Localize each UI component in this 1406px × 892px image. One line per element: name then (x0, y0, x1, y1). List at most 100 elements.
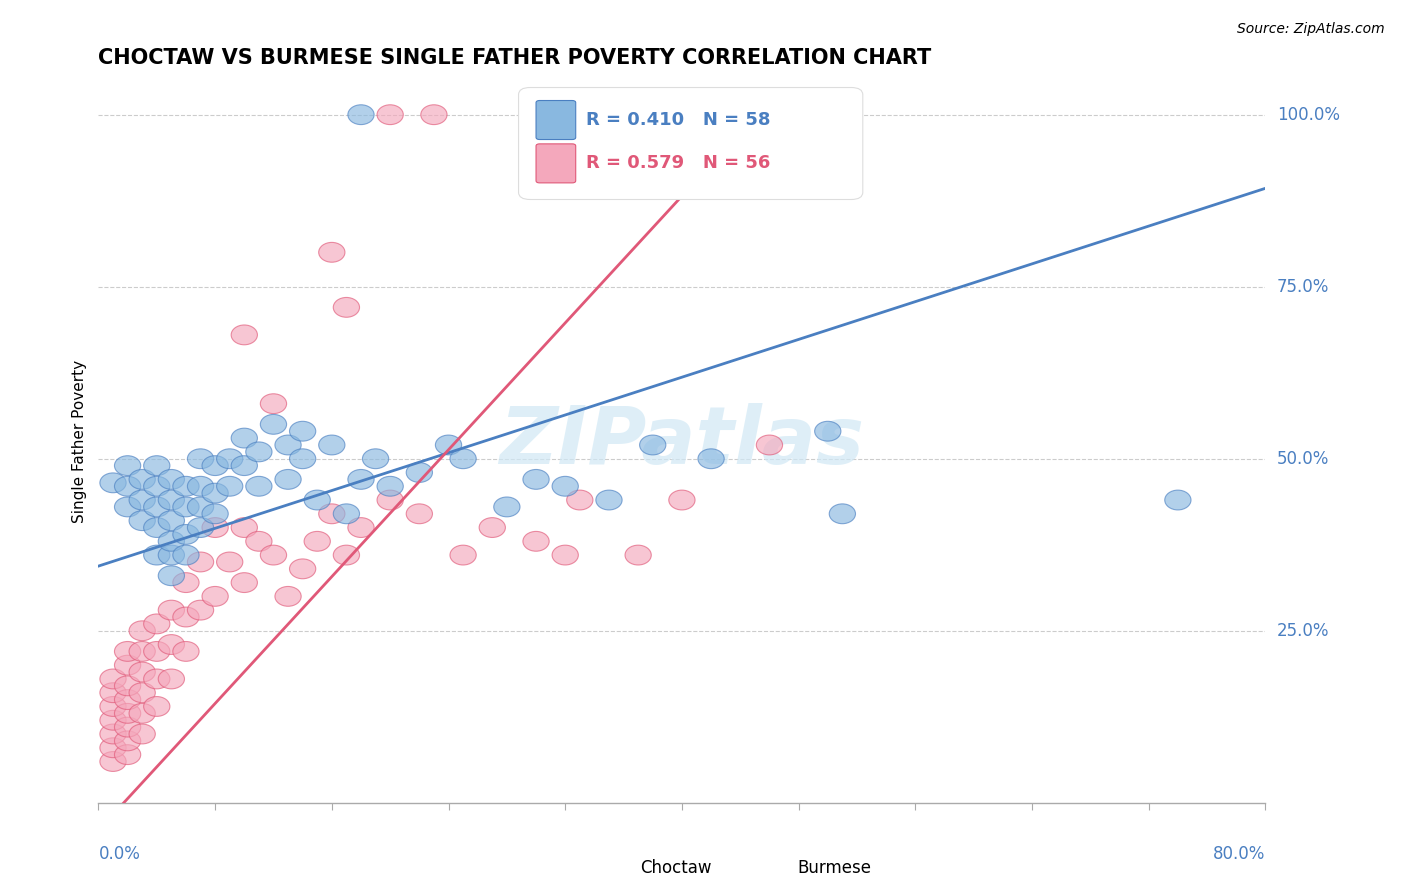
Ellipse shape (114, 476, 141, 496)
Ellipse shape (187, 449, 214, 468)
FancyBboxPatch shape (742, 850, 787, 885)
Ellipse shape (290, 559, 316, 579)
Ellipse shape (304, 532, 330, 551)
Ellipse shape (626, 545, 651, 565)
Ellipse shape (276, 586, 301, 607)
Ellipse shape (537, 104, 564, 125)
Ellipse shape (114, 704, 141, 723)
Ellipse shape (129, 724, 155, 744)
Ellipse shape (173, 607, 200, 627)
Text: 50.0%: 50.0% (1277, 450, 1330, 467)
Ellipse shape (231, 428, 257, 448)
Ellipse shape (260, 545, 287, 565)
Ellipse shape (129, 511, 155, 531)
Ellipse shape (100, 669, 127, 689)
Ellipse shape (640, 104, 666, 125)
Ellipse shape (377, 490, 404, 510)
Ellipse shape (143, 476, 170, 496)
Ellipse shape (319, 435, 344, 455)
Ellipse shape (202, 483, 228, 503)
Ellipse shape (187, 552, 214, 572)
Ellipse shape (100, 752, 127, 772)
Ellipse shape (640, 435, 666, 455)
Ellipse shape (187, 476, 214, 496)
Text: 0.0%: 0.0% (98, 846, 141, 863)
Ellipse shape (159, 634, 184, 655)
Ellipse shape (669, 490, 695, 510)
Text: R = 0.410   N = 58: R = 0.410 N = 58 (586, 111, 770, 129)
Ellipse shape (159, 669, 184, 689)
Ellipse shape (143, 669, 170, 689)
Text: Burmese: Burmese (797, 859, 872, 877)
Y-axis label: Single Father Poverty: Single Father Poverty (72, 360, 87, 523)
Ellipse shape (217, 449, 243, 468)
Ellipse shape (231, 517, 257, 538)
Ellipse shape (202, 586, 228, 607)
Ellipse shape (114, 731, 141, 751)
FancyBboxPatch shape (519, 87, 863, 200)
Ellipse shape (159, 545, 184, 565)
Ellipse shape (246, 532, 271, 551)
Ellipse shape (1164, 490, 1191, 510)
Text: Choctaw: Choctaw (640, 859, 711, 877)
Ellipse shape (347, 104, 374, 125)
Text: Source: ZipAtlas.com: Source: ZipAtlas.com (1237, 22, 1385, 37)
Ellipse shape (143, 497, 170, 516)
Ellipse shape (523, 469, 550, 490)
Ellipse shape (319, 504, 344, 524)
Ellipse shape (187, 517, 214, 538)
Ellipse shape (173, 641, 200, 661)
Ellipse shape (114, 456, 141, 475)
Ellipse shape (436, 435, 461, 455)
Ellipse shape (100, 710, 127, 731)
Ellipse shape (830, 504, 855, 524)
Ellipse shape (202, 504, 228, 524)
Ellipse shape (450, 449, 477, 468)
Ellipse shape (231, 325, 257, 345)
Ellipse shape (129, 682, 155, 703)
Ellipse shape (246, 476, 271, 496)
Ellipse shape (187, 600, 214, 620)
Ellipse shape (100, 738, 127, 757)
Text: 80.0%: 80.0% (1213, 846, 1265, 863)
FancyBboxPatch shape (536, 101, 575, 139)
Ellipse shape (420, 104, 447, 125)
Ellipse shape (100, 724, 127, 744)
Ellipse shape (231, 456, 257, 475)
Ellipse shape (100, 682, 127, 703)
Ellipse shape (114, 497, 141, 516)
Ellipse shape (347, 517, 374, 538)
FancyBboxPatch shape (585, 850, 630, 885)
Ellipse shape (202, 517, 228, 538)
Text: ZIPatlas: ZIPatlas (499, 402, 865, 481)
Ellipse shape (173, 497, 200, 516)
Ellipse shape (814, 421, 841, 442)
Ellipse shape (479, 517, 505, 538)
Text: CHOCTAW VS BURMESE SINGLE FATHER POVERTY CORRELATION CHART: CHOCTAW VS BURMESE SINGLE FATHER POVERTY… (98, 47, 932, 68)
Ellipse shape (231, 573, 257, 592)
Ellipse shape (159, 511, 184, 531)
Ellipse shape (114, 690, 141, 709)
Ellipse shape (523, 104, 550, 125)
Text: 75.0%: 75.0% (1277, 277, 1330, 296)
Ellipse shape (143, 456, 170, 475)
Ellipse shape (260, 393, 287, 414)
Ellipse shape (377, 104, 404, 125)
Ellipse shape (610, 104, 637, 125)
Ellipse shape (173, 573, 200, 592)
Ellipse shape (276, 469, 301, 490)
Ellipse shape (553, 545, 578, 565)
Ellipse shape (159, 490, 184, 510)
Ellipse shape (143, 641, 170, 661)
Ellipse shape (217, 476, 243, 496)
Ellipse shape (304, 490, 330, 510)
Ellipse shape (553, 104, 578, 125)
Ellipse shape (100, 697, 127, 716)
Ellipse shape (173, 545, 200, 565)
Ellipse shape (290, 449, 316, 468)
Ellipse shape (114, 656, 141, 675)
Ellipse shape (143, 614, 170, 634)
Ellipse shape (697, 449, 724, 468)
Ellipse shape (290, 421, 316, 442)
Ellipse shape (114, 745, 141, 764)
